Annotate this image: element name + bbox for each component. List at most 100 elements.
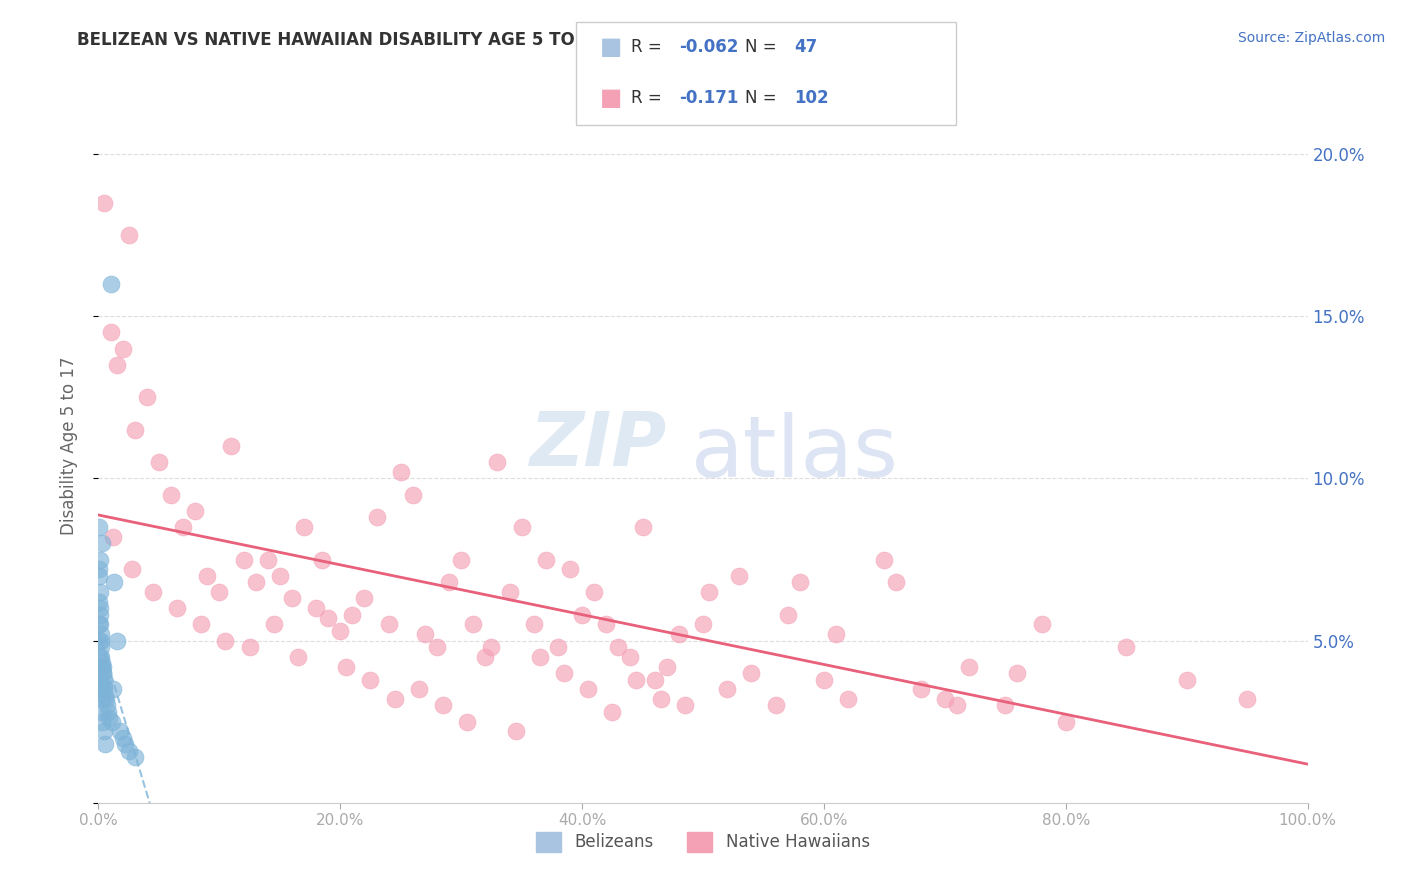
Point xyxy=(89,552,111,566)
Point xyxy=(87,520,110,534)
Point xyxy=(335,659,357,673)
Text: R =: R = xyxy=(631,89,668,107)
Point xyxy=(90,714,112,729)
Point xyxy=(114,738,136,752)
Point xyxy=(190,617,212,632)
Text: 102: 102 xyxy=(794,89,830,107)
Point xyxy=(281,591,304,606)
Point xyxy=(90,657,112,671)
Point xyxy=(377,617,399,632)
Y-axis label: Disability Age 5 to 17: Disability Age 5 to 17 xyxy=(59,357,77,535)
Point xyxy=(946,698,969,713)
Point xyxy=(245,575,267,590)
Point xyxy=(105,633,128,648)
Point xyxy=(93,195,115,210)
Point xyxy=(837,692,859,706)
Point xyxy=(668,627,690,641)
Text: ZIP: ZIP xyxy=(530,409,666,483)
Point xyxy=(101,530,124,544)
Point xyxy=(91,666,114,681)
Point xyxy=(311,552,333,566)
Point xyxy=(148,455,170,469)
Text: -0.062: -0.062 xyxy=(679,38,738,56)
Point xyxy=(740,666,762,681)
Point xyxy=(100,277,122,291)
Point xyxy=(413,627,436,641)
Point xyxy=(91,659,114,673)
Point xyxy=(474,649,496,664)
Point xyxy=(100,326,122,340)
Point xyxy=(1236,692,1258,706)
Text: -0.171: -0.171 xyxy=(679,89,738,107)
Point xyxy=(256,552,278,566)
Point xyxy=(607,640,630,654)
Point xyxy=(910,682,932,697)
Point xyxy=(776,607,799,622)
Point xyxy=(91,536,114,550)
Point xyxy=(1175,673,1198,687)
Point xyxy=(655,659,678,673)
Point xyxy=(692,617,714,632)
Point xyxy=(124,423,146,437)
Point xyxy=(498,585,520,599)
Point xyxy=(90,640,112,654)
Point xyxy=(90,705,112,719)
Point xyxy=(366,510,388,524)
Point xyxy=(93,666,115,681)
Point xyxy=(576,682,599,697)
Point xyxy=(89,617,111,632)
Point xyxy=(765,698,787,713)
Point xyxy=(90,633,112,648)
Point xyxy=(111,731,134,745)
Point xyxy=(547,640,569,654)
Point xyxy=(994,698,1017,713)
Point xyxy=(232,552,254,566)
Point xyxy=(89,607,111,622)
Point xyxy=(1007,666,1029,681)
Point xyxy=(90,682,112,697)
Point xyxy=(94,692,117,706)
Text: ■: ■ xyxy=(600,87,623,110)
Point xyxy=(631,520,654,534)
Point xyxy=(389,465,412,479)
Point xyxy=(89,673,111,687)
Point xyxy=(558,562,581,576)
Text: R =: R = xyxy=(631,38,668,56)
Point xyxy=(103,575,125,590)
Point xyxy=(384,692,406,706)
Point xyxy=(602,705,624,719)
Point xyxy=(789,575,811,590)
Point xyxy=(553,666,575,681)
Point xyxy=(121,562,143,576)
Point xyxy=(432,698,454,713)
Point xyxy=(214,633,236,648)
Point xyxy=(650,692,672,706)
Point xyxy=(1115,640,1137,654)
Point xyxy=(873,552,896,566)
Point xyxy=(813,673,835,687)
Point xyxy=(90,627,112,641)
Point xyxy=(89,595,111,609)
Point xyxy=(571,607,593,622)
Point xyxy=(360,673,382,687)
Point xyxy=(105,358,128,372)
Point xyxy=(172,520,194,534)
Point xyxy=(135,390,157,404)
Point xyxy=(437,575,460,590)
Point xyxy=(96,698,118,713)
Point xyxy=(221,439,243,453)
Point xyxy=(529,649,551,664)
Point xyxy=(523,617,546,632)
Point xyxy=(87,568,110,582)
Point xyxy=(595,617,617,632)
Point xyxy=(408,682,430,697)
Point xyxy=(160,488,183,502)
Text: atlas: atlas xyxy=(690,411,898,495)
Point xyxy=(583,585,606,599)
Point xyxy=(934,692,956,706)
Point xyxy=(93,682,115,697)
Text: N =: N = xyxy=(745,38,782,56)
Point xyxy=(166,601,188,615)
Point xyxy=(97,705,120,719)
Text: BELIZEAN VS NATIVE HAWAIIAN DISABILITY AGE 5 TO 17 CORRELATION CHART: BELIZEAN VS NATIVE HAWAIIAN DISABILITY A… xyxy=(77,31,808,49)
